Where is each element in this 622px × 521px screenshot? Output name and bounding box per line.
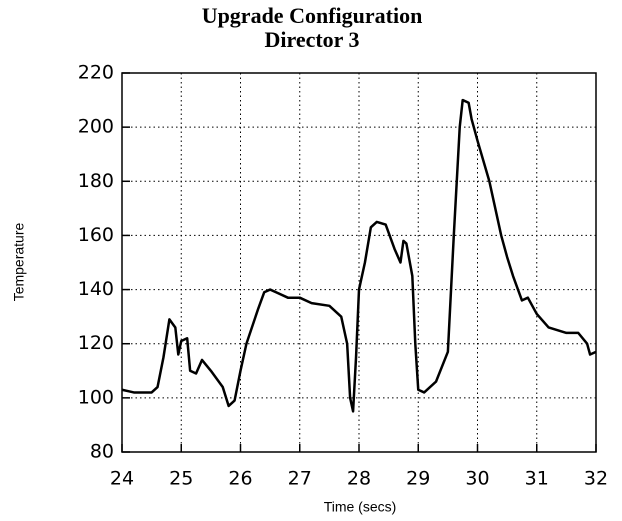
y-tick-label: 100 [78, 386, 114, 408]
y-tick-label: 80 [90, 441, 114, 463]
x-axis-label: Time (secs) [324, 499, 397, 515]
y-tick-label: 160 [78, 224, 114, 246]
line-series [121, 98, 597, 413]
chart-subtitle: Director 3 [264, 27, 359, 52]
y-tick-label: 120 [78, 332, 114, 354]
x-tick-label: 27 [288, 468, 312, 490]
x-tick-label: 26 [228, 468, 252, 490]
x-tick-label: 32 [584, 468, 608, 490]
y-tick-label: 220 [78, 62, 114, 84]
x-tick-label: 30 [465, 468, 489, 490]
x-tick-label: 24 [110, 468, 134, 490]
y-tick-label: 180 [78, 170, 114, 192]
chart-title: Upgrade Configuration [202, 3, 423, 28]
x-tick-label: 28 [347, 468, 371, 490]
x-tick-label: 29 [406, 468, 430, 490]
y-axis-label: Temperature [11, 222, 27, 301]
x-tick-label: 25 [169, 468, 193, 490]
y-tick-label: 200 [78, 116, 114, 138]
x-tick-label: 31 [525, 468, 549, 490]
y-tick-label: 140 [78, 278, 114, 300]
